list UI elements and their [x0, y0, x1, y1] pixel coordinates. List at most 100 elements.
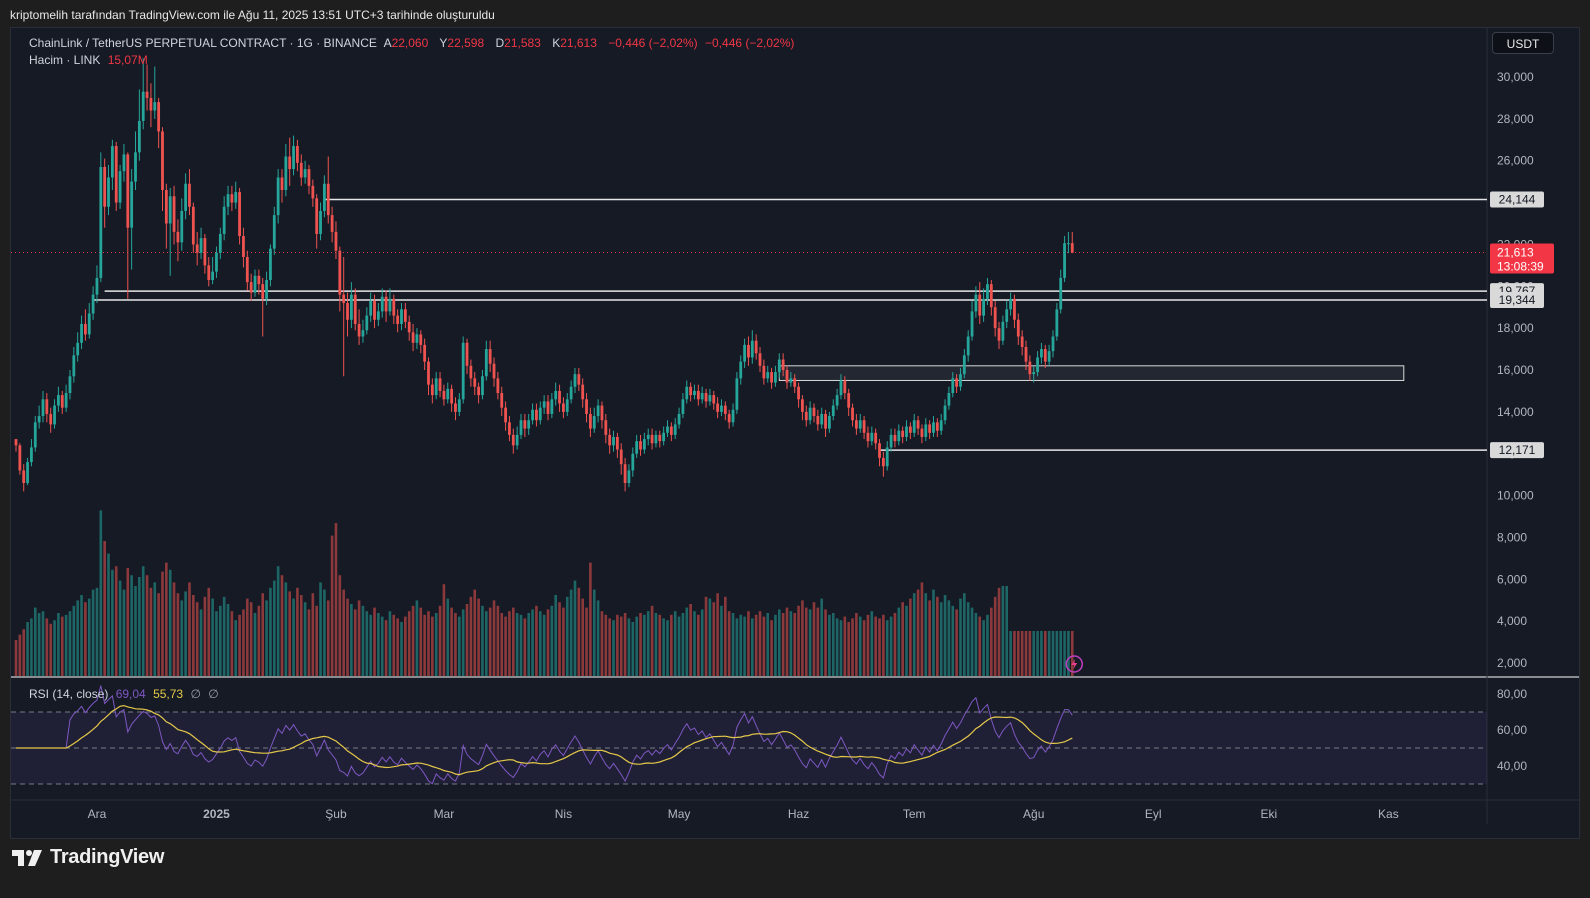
volume-bar	[1043, 631, 1047, 676]
candle-body	[234, 192, 238, 203]
volume-bar	[1020, 631, 1024, 676]
volume-bar	[681, 613, 685, 676]
candle-body	[349, 294, 353, 320]
volume-bar	[824, 609, 827, 676]
volume-bar	[400, 622, 403, 676]
candle-body	[978, 294, 982, 316]
volume-bar	[292, 598, 295, 676]
volume-bar	[1005, 586, 1009, 676]
volume-bar	[627, 618, 631, 676]
candle-body	[1016, 319, 1020, 337]
candle-body	[970, 311, 974, 337]
candle-body	[269, 248, 272, 281]
volume-bar	[781, 613, 785, 676]
candle-body	[461, 342, 465, 400]
candle-body	[153, 102, 157, 111]
rsi-tick-label: 60,00	[1497, 723, 1527, 737]
volume-bar	[1063, 631, 1066, 676]
volume-legend: Hacim · LINK 15,07M	[29, 53, 152, 67]
volume-bar	[334, 523, 338, 676]
candle-body	[87, 313, 91, 335]
candle-body	[777, 359, 781, 373]
time-tick-label: 2025	[203, 807, 230, 821]
volume-bar	[238, 614, 241, 676]
rsi-label[interactable]: RSI (14, close)	[29, 687, 109, 701]
candle-body	[53, 405, 56, 425]
candle-body	[554, 390, 558, 400]
candle-body	[481, 376, 484, 396]
time-tick-label: Kas	[1378, 807, 1399, 821]
candle-body	[696, 390, 700, 400]
volume-bar	[141, 566, 145, 676]
currency-button[interactable]: USDT	[1492, 32, 1554, 54]
candle-body	[442, 390, 446, 400]
change-value-2: −0,446 (−2,02%)	[705, 36, 795, 50]
candle-body	[712, 395, 716, 404]
candle-body	[199, 238, 203, 253]
high-value: 22,598	[447, 36, 485, 50]
volume-bar	[434, 613, 438, 676]
volume-bar	[639, 613, 642, 676]
volume-bar	[1028, 631, 1032, 676]
candle-body	[519, 420, 523, 435]
candle-body	[284, 156, 288, 191]
volume-bar	[889, 616, 893, 676]
symbol-title[interactable]: ChainLink / TetherUS PERPETUAL CONTRACT …	[29, 36, 377, 50]
low-value: 21,583	[504, 36, 541, 50]
volume-bar	[916, 589, 920, 676]
candle-body	[762, 365, 766, 379]
volume-bar	[619, 616, 623, 676]
level-price-tag	[1490, 442, 1544, 459]
chart-panel[interactable]: 30,00028,00026,00024,00022,00020,00018,0…	[10, 27, 1580, 839]
volume-bar	[646, 611, 650, 676]
volume-bar	[959, 598, 962, 676]
volume-bar	[473, 589, 477, 676]
volume-bar	[596, 600, 600, 676]
candle-body	[207, 265, 211, 281]
volume-bar	[361, 605, 365, 676]
candle-body	[164, 190, 168, 224]
volume-bar	[118, 580, 122, 676]
candle-body	[804, 411, 808, 421]
volume-bar	[192, 595, 195, 676]
volume-bar	[346, 598, 349, 676]
volume-bar	[855, 613, 858, 676]
candle-body	[774, 372, 777, 383]
volume-bar	[562, 607, 565, 676]
volume-bar	[68, 611, 72, 676]
candle-body	[411, 332, 415, 343]
candle-body	[581, 384, 585, 400]
volume-bar	[635, 616, 638, 676]
volume-bar	[1032, 631, 1036, 676]
candle-body	[1070, 243, 1074, 253]
volume-bar	[226, 604, 230, 676]
volume-bar	[53, 620, 56, 676]
volume-bar	[751, 618, 754, 676]
volume-bar	[986, 614, 989, 676]
candle-body	[619, 449, 623, 465]
candle-body	[141, 91, 145, 121]
time-tick-label: Şub	[325, 807, 347, 821]
volume-label[interactable]: Hacim · LINK	[29, 53, 101, 67]
volume-bar	[338, 575, 342, 676]
volume-bar	[785, 607, 789, 676]
candle-body	[955, 378, 959, 387]
volume-bar	[828, 614, 831, 676]
tradingview-logo[interactable]: TradingView	[12, 846, 164, 869]
chart-canvas[interactable]: 30,00028,00026,00024,00022,00020,00018,0…	[11, 28, 1579, 838]
volume-bar	[982, 620, 985, 676]
candle-body	[145, 91, 149, 98]
candle-body	[110, 146, 114, 178]
candle-body	[642, 439, 646, 450]
support-zone	[778, 365, 1405, 381]
candle-body	[785, 370, 789, 383]
volume-bar	[149, 587, 153, 676]
candle-body	[612, 436, 615, 446]
volume-bar	[1047, 631, 1051, 676]
volume-bar	[30, 618, 33, 676]
candle-body	[666, 426, 669, 433]
volume-bar	[970, 607, 974, 676]
volume-bar	[481, 605, 484, 676]
volume-bar	[195, 602, 199, 676]
candle-body	[303, 169, 307, 178]
